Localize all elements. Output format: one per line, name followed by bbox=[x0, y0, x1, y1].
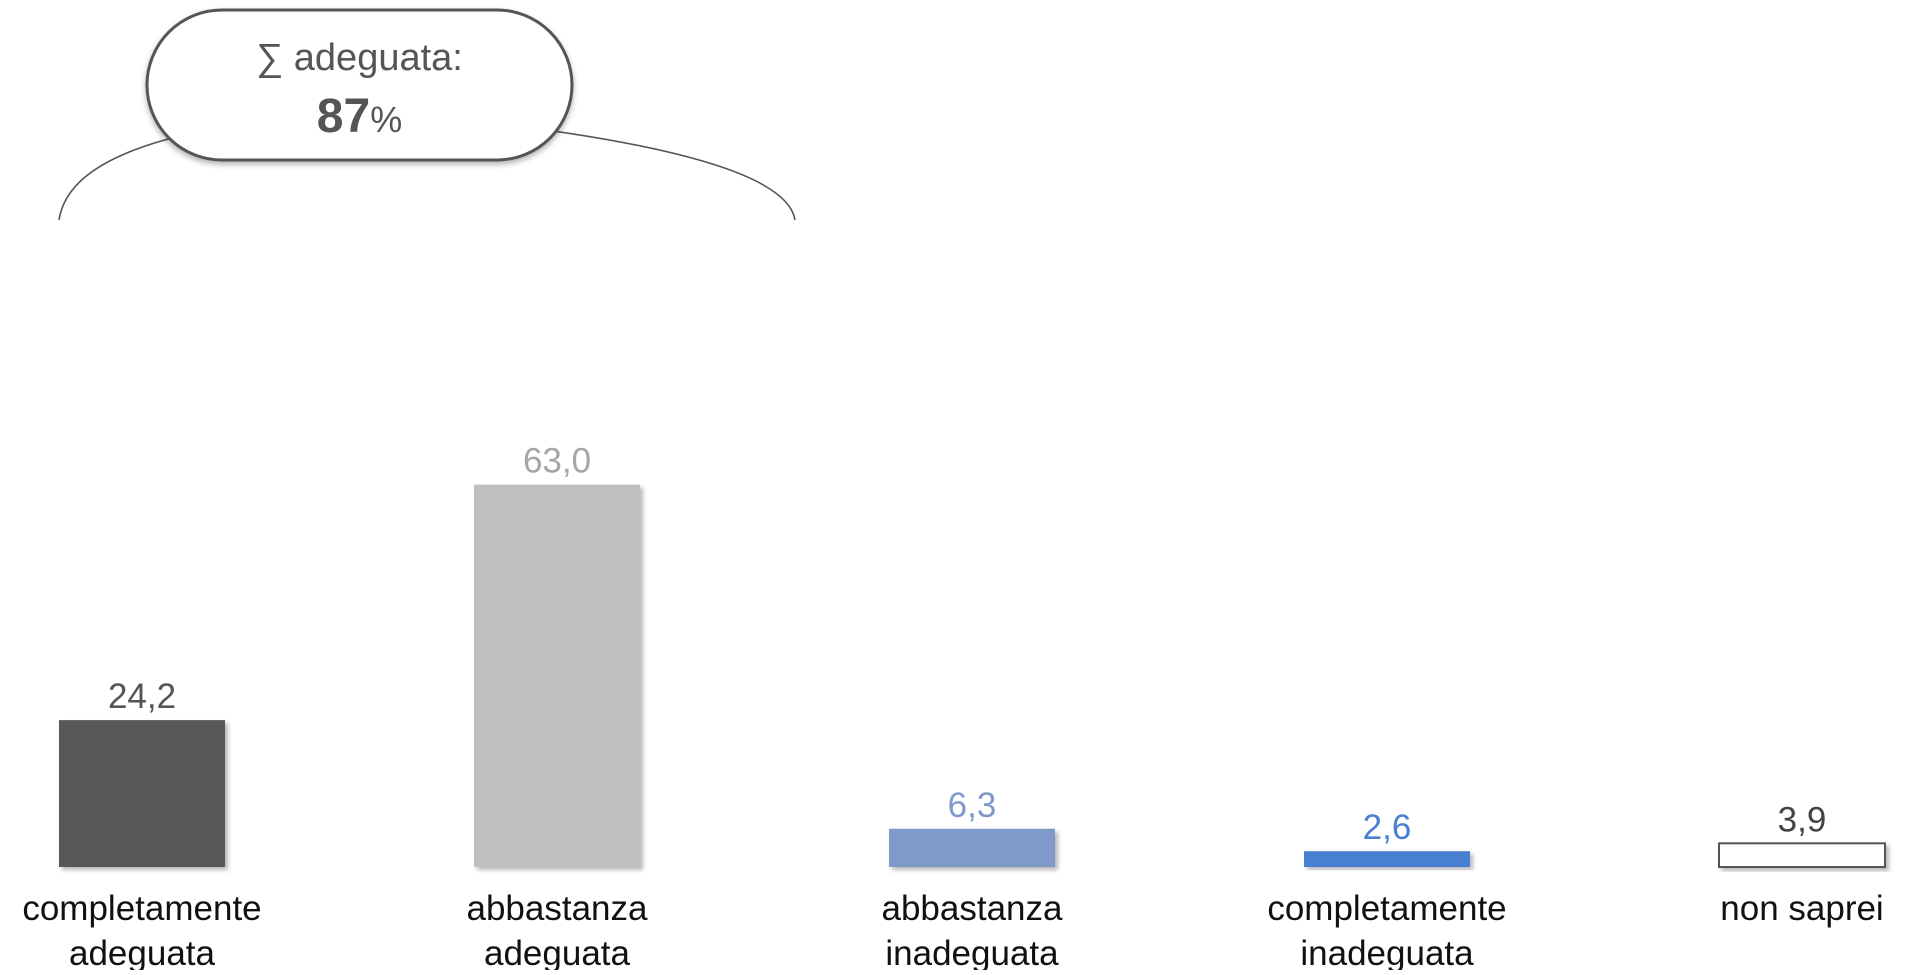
category-label-2: abbastanza inadeguata bbox=[882, 889, 1064, 970]
sum-value-unit: % bbox=[370, 99, 402, 140]
sum-label: ∑ adeguata: bbox=[256, 37, 463, 79]
bars-layer bbox=[59, 484, 1886, 869]
sum-value-number: 87 bbox=[317, 90, 370, 143]
sum-annotation: ∑ adeguata: 87% bbox=[58, 8, 796, 221]
category-label-4: non saprei bbox=[1720, 889, 1883, 928]
category-label-line: abbastanza bbox=[882, 889, 1064, 928]
category-label-line: completamente bbox=[22, 889, 261, 928]
sum-bubble bbox=[145, 8, 574, 162]
bar-4 bbox=[1718, 842, 1886, 869]
bar-0 bbox=[59, 720, 225, 867]
category-label-3: completamente inadeguata bbox=[1267, 889, 1506, 970]
bar-value-label-4: 3,9 bbox=[1778, 800, 1827, 839]
category-label-line: abbastanza bbox=[467, 889, 649, 928]
bar-value-label-2: 6,3 bbox=[948, 786, 997, 825]
bar-value-label-3: 2,6 bbox=[1363, 808, 1412, 847]
value-labels-layer: 24,2 63,0 6,3 2,6 3,9 bbox=[108, 442, 1826, 848]
category-label-line: adeguata bbox=[484, 934, 631, 970]
category-label-0: completamente adeguata bbox=[22, 889, 261, 970]
category-label-line: inadeguata bbox=[885, 934, 1059, 970]
bar-value-label-1: 63,0 bbox=[523, 442, 591, 481]
bar-3 bbox=[1304, 851, 1470, 867]
bar-1 bbox=[474, 484, 640, 867]
category-label-1: abbastanza adeguata bbox=[467, 889, 649, 970]
sum-value: 87% bbox=[317, 90, 402, 143]
bar-value-label-0: 24,2 bbox=[108, 677, 176, 716]
category-label-line: completamente bbox=[1267, 889, 1506, 928]
bar-2 bbox=[889, 828, 1055, 867]
category-label-line: non saprei bbox=[1720, 889, 1883, 928]
category-label-line: adeguata bbox=[69, 934, 216, 970]
category-label-line: inadeguata bbox=[1300, 934, 1474, 970]
